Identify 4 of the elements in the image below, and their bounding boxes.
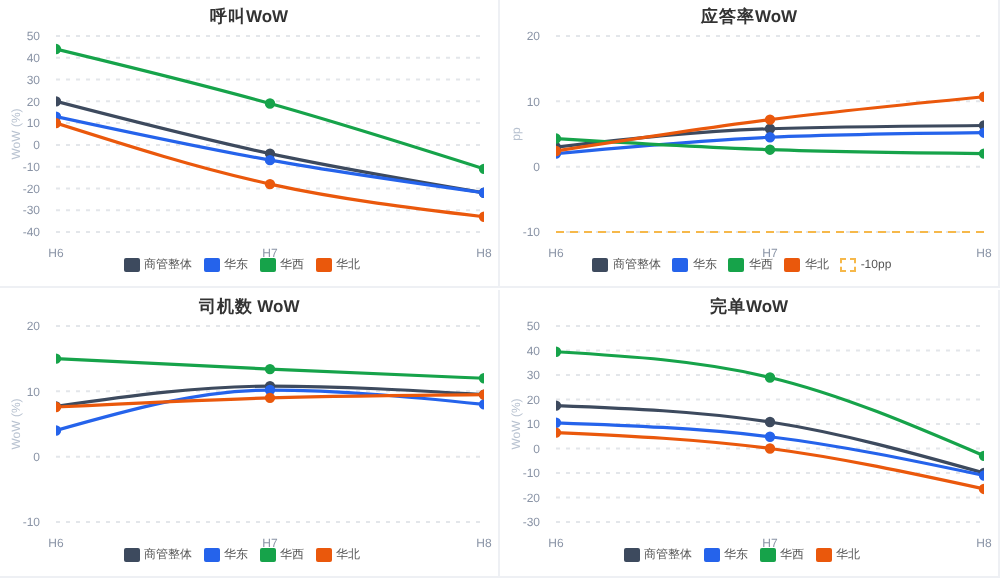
chart-title: 司机数 WoW <box>196 295 302 319</box>
chart-title: 呼叫WoW <box>207 6 291 30</box>
chart-title: 应答率WoW <box>698 6 800 30</box>
chart-title: 完单WoW <box>707 295 791 319</box>
